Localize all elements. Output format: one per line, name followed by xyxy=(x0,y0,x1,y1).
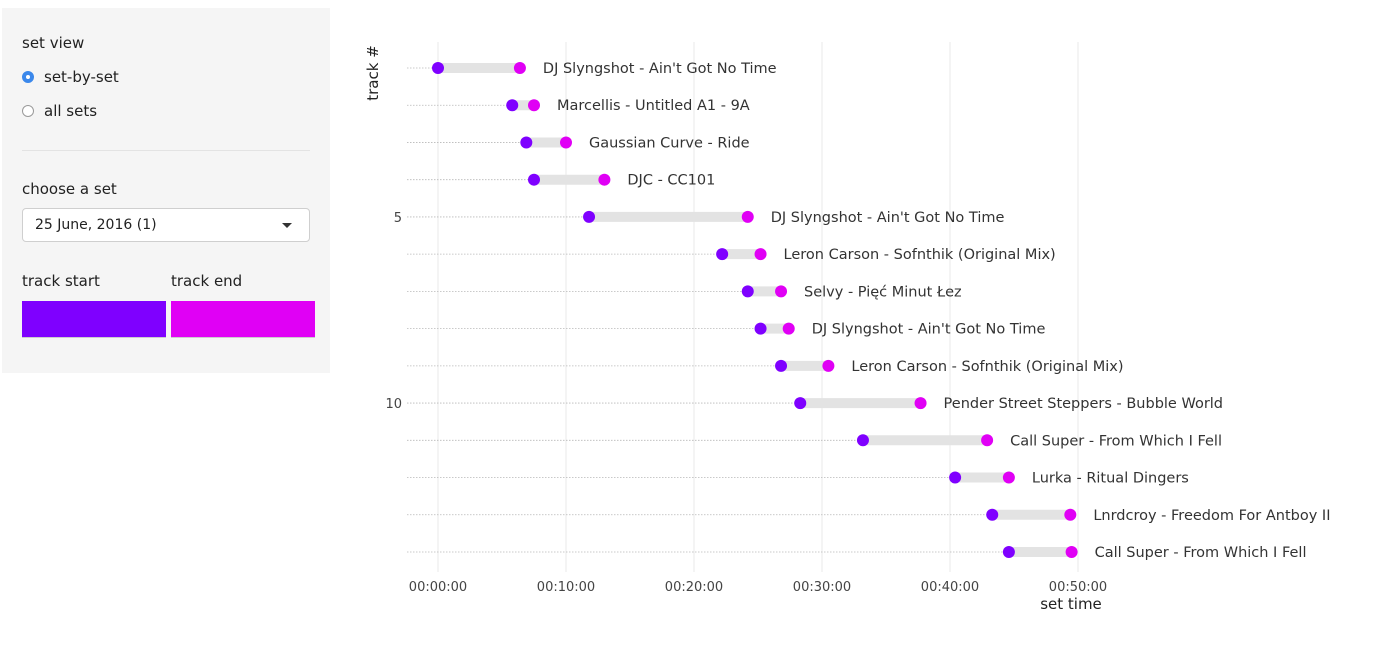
track-start-point xyxy=(754,322,767,335)
track-label: Call Super - From Which I Fell xyxy=(1095,545,1307,561)
track-end-point xyxy=(513,62,526,74)
choose-set-label: choose a set xyxy=(22,180,117,198)
y-tick-label: 10 xyxy=(385,397,402,412)
track-end-color-picker[interactable] xyxy=(171,301,315,338)
track-label: Lurka - Ritual Dingers xyxy=(1032,471,1189,487)
track-label: Pender Street Steppers - Bubble World xyxy=(944,396,1223,412)
radio-set-by-set[interactable]: set-by-set xyxy=(22,68,119,86)
track-start-point xyxy=(949,471,962,484)
x-tick-label: 00:40:00 xyxy=(921,580,979,595)
radio-all-sets-label[interactable]: all sets xyxy=(44,102,98,120)
track-start-point xyxy=(506,99,519,112)
track-start-point xyxy=(856,434,869,447)
track-label: Lnrdcroy - Freedom For Antboy II xyxy=(1093,508,1330,524)
track-label: Selvy - Pięć Minut Łez xyxy=(804,284,962,300)
x-axis-title: set time xyxy=(1040,595,1102,613)
section-divider xyxy=(22,150,310,151)
track-start-point xyxy=(520,136,533,149)
track-end-point xyxy=(1002,471,1015,484)
track-end-point xyxy=(528,99,540,112)
set-select[interactable]: 25 June, 2016 (1) xyxy=(22,208,310,242)
track-end-point xyxy=(560,136,572,149)
track-end-point xyxy=(1065,545,1078,558)
track-end-point xyxy=(598,173,611,186)
track-start-point xyxy=(583,210,596,223)
track-end-point xyxy=(782,322,795,335)
track-label: Call Super - From Which I Fell xyxy=(1010,433,1222,449)
track-start-point xyxy=(716,248,729,261)
grid-layer xyxy=(407,42,1079,572)
track-start-point xyxy=(432,62,444,74)
track-end-point xyxy=(775,285,788,298)
x-tick-label: 00:30:00 xyxy=(793,580,851,595)
track-start-point xyxy=(794,397,807,410)
track-label: DJ Slyngshot - Ain't Got No Time xyxy=(812,322,1046,338)
track-label: Gaussian Curve - Ride xyxy=(589,135,750,151)
track-start-point xyxy=(986,508,999,521)
data-layer xyxy=(432,62,1078,558)
controls-panel: set view set-by-set all sets choose a se… xyxy=(2,8,330,373)
track-end-point xyxy=(822,359,835,372)
radio-checked-icon[interactable] xyxy=(22,71,34,83)
radio-unchecked-icon[interactable] xyxy=(22,105,34,117)
track-end-point xyxy=(981,434,994,447)
y-tick-label: 5 xyxy=(394,211,402,226)
set-select-value[interactable]: 25 June, 2016 (1) xyxy=(35,217,157,233)
track-start-label: track start xyxy=(22,272,100,290)
track-end-label: track end xyxy=(171,272,243,290)
track-end-point xyxy=(754,248,767,261)
track-end-point xyxy=(1064,508,1077,521)
track-label: DJC - CC101 xyxy=(627,173,715,189)
track-label: Leron Carson - Sofnthik (Original Mix) xyxy=(784,247,1056,263)
set-view-label: set view xyxy=(22,34,85,52)
x-tick-label: 00:50:00 xyxy=(1049,580,1107,595)
track-label: DJ Slyngshot - Ain't Got No Time xyxy=(543,61,777,77)
radio-all-sets[interactable]: all sets xyxy=(22,102,97,120)
y-axis-title: track # xyxy=(364,45,382,101)
track-start-point xyxy=(1002,545,1015,558)
x-tick-label: 00:20:00 xyxy=(665,580,723,595)
track-start-point xyxy=(528,173,540,186)
text-layer: 00:00:00 00:10:00 00:20:00 00:30:00 00:40:00… xyxy=(385,61,1330,595)
track-end-point xyxy=(914,397,927,410)
radio-set-by-set-label[interactable]: set-by-set xyxy=(44,68,119,86)
chevron-down-icon[interactable] xyxy=(282,223,292,228)
track-start-point xyxy=(741,285,754,298)
track-start-point xyxy=(775,359,788,372)
track-start-color-picker[interactable] xyxy=(22,301,166,338)
x-tick-label: 00:00:00 xyxy=(409,580,467,595)
x-tick-label: 00:10:00 xyxy=(537,580,595,595)
track-label: DJ Slyngshot - Ain't Got No Time xyxy=(771,210,1005,226)
track-label: Leron Carson - Sofnthik (Original Mix) xyxy=(851,359,1123,375)
track-label: Marcellis - Untitled A1 - 9A xyxy=(557,98,750,114)
track-end-point xyxy=(741,210,754,223)
